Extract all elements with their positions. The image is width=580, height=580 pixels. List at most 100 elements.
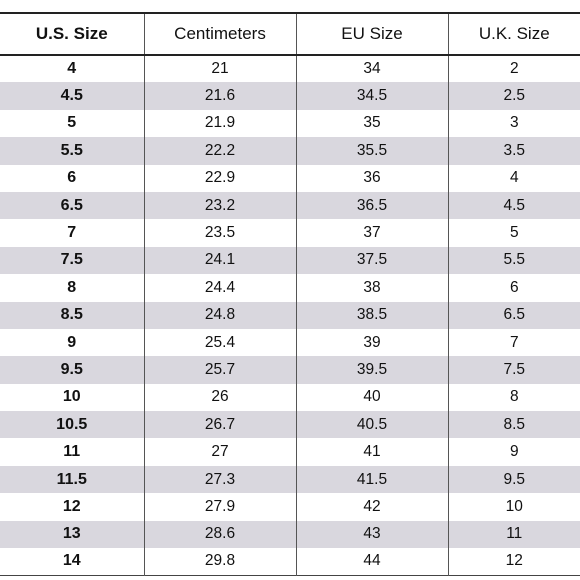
uk-size-cell: 9 [447, 438, 580, 466]
table-body: 4 21 34 2 4.5 21.6 34.5 2.5 5 21.9 35 3 5.5 22.2 35.5 3… [0, 55, 580, 576]
header-row: U.S. Size Centimeters EU Size U.K. Size [0, 13, 580, 55]
cm-cell: 22.9 [143, 164, 296, 192]
header-centimeters: Centimeters [143, 13, 296, 55]
us-size-cell: 9.5 [60, 360, 83, 378]
uk-size-cell: 7 [447, 328, 580, 357]
us-size-cell: 7 [67, 224, 77, 242]
uk-size-cell: 5.5 [447, 246, 580, 275]
us-size-cell: 5.5 [60, 141, 83, 159]
table-row: 5 21.9 35 3 [0, 109, 580, 138]
eu-size-cell: 35.5 [295, 137, 448, 165]
table-row: 8 24.4 38 6 [0, 274, 580, 302]
us-size-cell: 13 [62, 525, 81, 543]
uk-size-cell: 10 [447, 493, 580, 521]
table-row: 12 27.9 42 10 [0, 493, 580, 521]
table-row: 6.5 23.2 36.5 4.5 [0, 191, 580, 220]
uk-size-cell: 12 [447, 548, 580, 576]
cm-cell: 24.4 [143, 274, 296, 302]
us-size-cell: 9 [67, 333, 77, 351]
uk-size-cell: 11 [447, 520, 580, 549]
uk-size-cell: 8.5 [447, 411, 580, 439]
cm-cell: 21.9 [143, 109, 296, 138]
uk-size-cell: 2 [447, 55, 580, 83]
table-row: 13 28.6 43 11 [0, 520, 580, 549]
cm-cell: 29.8 [143, 548, 296, 576]
uk-size-cell: 6.5 [447, 301, 580, 329]
table-row: 9.5 25.7 39.5 7.5 [0, 356, 580, 384]
uk-size-cell: 9.5 [447, 465, 580, 494]
cm-cell: 24.8 [143, 301, 296, 329]
us-size-cell: 4.5 [60, 87, 83, 105]
cm-cell: 21 [143, 55, 296, 83]
eu-size-cell: 34 [295, 55, 448, 83]
eu-size-cell: 41.5 [295, 465, 448, 494]
eu-size-cell: 40 [295, 383, 448, 412]
eu-size-cell: 37 [295, 219, 448, 247]
cm-cell: 26 [143, 383, 296, 412]
eu-size-cell: 38.5 [295, 301, 448, 329]
us-size-cell: 5 [67, 114, 77, 132]
table-row: 4 21 34 2 [0, 55, 580, 83]
eu-size-cell: 35 [295, 109, 448, 138]
cm-cell: 27.3 [143, 465, 296, 494]
us-size-cell: 8 [67, 278, 77, 296]
table-row: 10.5 26.7 40.5 8.5 [0, 411, 580, 439]
table-row: 9 25.4 39 7 [0, 328, 580, 357]
table-row: 7.5 24.1 37.5 5.5 [0, 246, 580, 275]
cm-cell: 23.2 [143, 191, 296, 220]
table-row: 5.5 22.2 35.5 3.5 [0, 137, 580, 165]
cm-cell: 21.6 [143, 82, 296, 110]
us-size-cell: 6.5 [60, 196, 83, 214]
eu-size-cell: 39.5 [295, 356, 448, 384]
eu-size-cell: 36.5 [295, 191, 448, 220]
table-row: 6 22.9 36 4 [0, 164, 580, 192]
uk-size-cell: 4 [447, 164, 580, 192]
us-size-cell: 8.5 [60, 306, 83, 324]
cm-cell: 23.5 [143, 219, 296, 247]
header-us-size: U.S. Size [35, 24, 108, 43]
table-row: 7 23.5 37 5 [0, 219, 580, 247]
eu-size-cell: 37.5 [295, 246, 448, 275]
eu-size-cell: 44 [295, 548, 448, 576]
uk-size-cell: 4.5 [447, 191, 580, 220]
cm-cell: 26.7 [143, 411, 296, 439]
cm-cell: 27 [143, 438, 296, 466]
us-size-cell: 11 [63, 443, 81, 461]
uk-size-cell: 7.5 [447, 356, 580, 384]
eu-size-cell: 39 [295, 328, 448, 357]
header-eu-size: EU Size [295, 13, 448, 55]
uk-size-cell: 3 [447, 109, 580, 138]
table-header: U.S. Size Centimeters EU Size U.K. Size [0, 13, 580, 55]
header-uk-size: U.K. Size [447, 13, 580, 55]
uk-size-cell: 5 [447, 219, 580, 247]
table-row: 4.5 21.6 34.5 2.5 [0, 82, 580, 110]
cm-cell: 24.1 [143, 246, 296, 275]
cm-cell: 27.9 [143, 493, 296, 521]
eu-size-cell: 40.5 [295, 411, 448, 439]
eu-size-cell: 38 [295, 274, 448, 302]
us-size-cell: 14 [62, 552, 81, 570]
cm-cell: 25.4 [143, 328, 296, 357]
eu-size-cell: 42 [295, 493, 448, 521]
uk-size-cell: 3.5 [447, 137, 580, 165]
table-row: 10 26 40 8 [0, 383, 580, 412]
uk-size-cell: 8 [447, 383, 580, 412]
us-size-cell: 10.5 [56, 415, 88, 433]
eu-size-cell: 43 [295, 520, 448, 549]
table-row: 11 27 41 9 [0, 438, 580, 466]
table-row: 8.5 24.8 38.5 6.5 [0, 301, 580, 329]
cm-cell: 25.7 [143, 356, 296, 384]
us-size-cell: 7.5 [60, 251, 83, 269]
us-size-cell: 6 [67, 169, 77, 187]
us-size-cell: 10 [62, 388, 81, 406]
shoe-size-table: U.S. Size Centimeters EU Size U.K. Size … [0, 12, 580, 576]
uk-size-cell: 2.5 [447, 82, 580, 110]
eu-size-cell: 34.5 [295, 82, 448, 110]
eu-size-cell: 36 [295, 164, 448, 192]
eu-size-cell: 41 [295, 438, 448, 466]
us-size-cell: 4 [67, 60, 77, 78]
us-size-cell: 11.5 [56, 470, 87, 488]
table-row: 14 29.8 44 12 [0, 548, 580, 576]
us-size-cell: 12 [62, 497, 81, 515]
